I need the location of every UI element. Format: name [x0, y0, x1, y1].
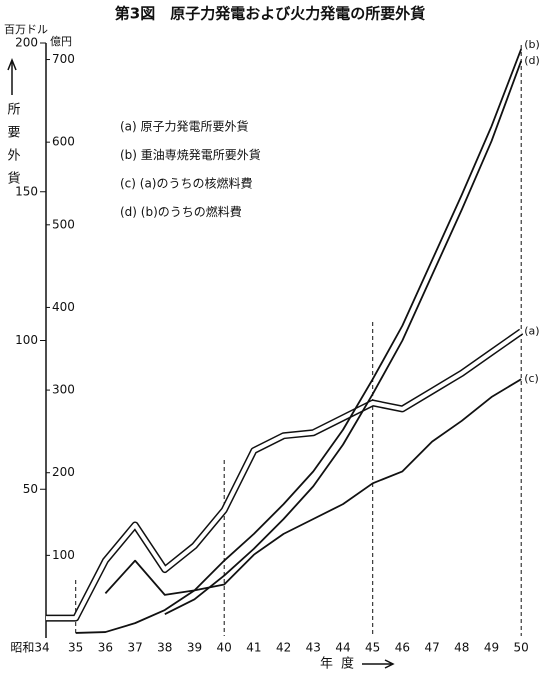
x-tick-label: 38: [157, 641, 172, 655]
legend-entry: (b) 重油専焼発電所要外貨: [120, 147, 261, 162]
x-tick-label: 37: [127, 641, 142, 655]
series-tag: (d): [524, 54, 540, 67]
legend-entry: (c) (a)のうちの核燃料費: [120, 176, 253, 191]
x-tick-label: 47: [424, 641, 439, 655]
y-axis-label: 所要外貨: [5, 102, 21, 194]
y2-unit: 億円: [50, 35, 72, 48]
y2-tick-label: 400: [52, 300, 75, 314]
x-tick-label: 36: [98, 641, 113, 655]
chart-title: 第3図 原子力発電および火力発電の所要外貨: [115, 5, 425, 23]
series-line: [104, 378, 522, 596]
x-tick-label: 43: [306, 641, 321, 655]
series-tag: (b): [524, 38, 540, 51]
y-arrow-head: [7, 57, 17, 71]
x-tick-label: 44: [335, 641, 350, 655]
y2-tick-label: 600: [52, 135, 75, 149]
x-tick-label: 42: [276, 641, 291, 655]
y2-tick-label: 200: [52, 465, 75, 479]
x-tick-label: 41: [246, 641, 261, 655]
x-tick-label: 40: [217, 641, 232, 655]
series-tag: (c): [524, 372, 539, 385]
y-tick-label: 200: [15, 36, 38, 50]
y2-tick-label: 700: [52, 52, 75, 66]
y-tick-label: 150: [15, 184, 38, 198]
x-tick-label: 39: [187, 641, 202, 655]
x-tick-label: 昭和34: [10, 641, 49, 655]
series-line: [46, 328, 524, 622]
series-line: [164, 60, 523, 616]
series-tag: (a): [524, 325, 539, 338]
x-tick-label: 46: [395, 641, 410, 655]
x-tick-label: 35: [68, 641, 83, 655]
x-axis-label: 年度: [320, 656, 362, 672]
legend-entry: (d) (b)のうちの燃料費: [120, 204, 242, 219]
y2-tick-label: 500: [52, 217, 75, 231]
x-arrow: [362, 659, 395, 669]
y2-tick-label: 300: [52, 383, 75, 397]
x-tick-label: 45: [365, 641, 380, 655]
y-tick-label: 50: [23, 482, 38, 496]
series-line-inner: [46, 329, 523, 621]
legend-entry: (a) 原子力発電所要外貨: [120, 119, 249, 134]
y-tick-label: 100: [15, 333, 38, 347]
x-tick-label: 48: [454, 641, 469, 655]
series-line: [75, 48, 523, 634]
y2-tick-label: 100: [52, 548, 75, 562]
x-tick-label: 49: [484, 641, 499, 655]
x-tick-label: 50: [514, 641, 529, 655]
y-unit: 百万ドル: [4, 23, 48, 36]
